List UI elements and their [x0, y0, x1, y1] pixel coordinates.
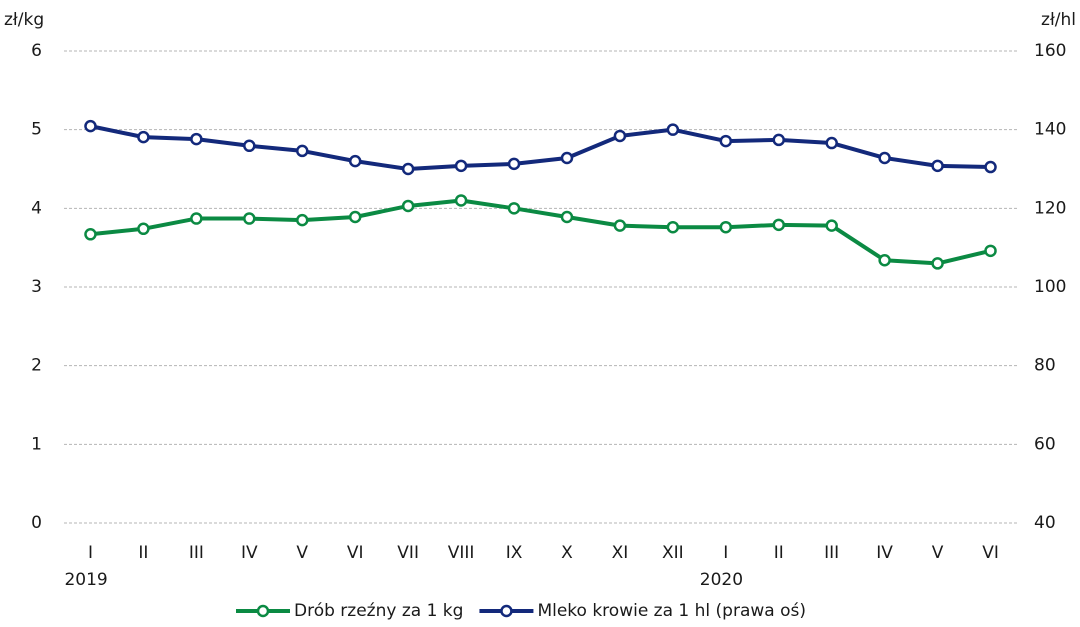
point-marker: [613, 129, 627, 143]
x-tick-label: IV: [876, 543, 893, 563]
y-tick-label: 2: [31, 356, 42, 376]
point-marker: [348, 210, 362, 224]
y2-tick-label: 60: [1034, 434, 1056, 454]
point-marker: [560, 210, 574, 224]
legend: Drób rzeźny za 1 kg Mleko krowie za 1 hl …: [236, 601, 806, 621]
point-marker: [190, 132, 203, 146]
point-marker: [666, 220, 680, 234]
x-tick-label: II: [774, 543, 784, 563]
x-group-label: 2020: [700, 570, 743, 590]
point-marker: [825, 136, 838, 150]
x-tick-label: IV: [241, 543, 258, 563]
point-marker: [613, 219, 627, 232]
point-marker: [560, 151, 574, 165]
y-tick-label: 3: [31, 277, 42, 297]
y-tick-label: 0: [31, 513, 42, 533]
point-marker: [296, 144, 309, 158]
point-marker: [137, 222, 150, 236]
x-tick-label: II: [138, 543, 148, 563]
y2-tick-label: 120: [1034, 198, 1066, 218]
y2-tick-label: 160: [1034, 41, 1066, 61]
point-marker: [84, 228, 97, 241]
point-marker: [666, 123, 680, 136]
point-marker: [719, 220, 733, 234]
y-axis-label: zł/kg: [4, 10, 44, 30]
x-tick-label: X: [561, 543, 573, 563]
point-marker: [507, 202, 521, 215]
x-tick-label: VII: [397, 543, 419, 563]
point-marker: [137, 130, 150, 144]
point-marker: [190, 212, 203, 225]
x-tick-label: VI: [347, 543, 364, 563]
point-marker: [984, 244, 997, 258]
point-marker: [878, 151, 891, 165]
point-marker: [454, 194, 468, 207]
series-line: [90, 124, 991, 171]
x-tick-label: V: [932, 543, 944, 563]
y-tick-label: 4: [31, 198, 42, 218]
x-tick-label: III: [189, 543, 204, 563]
point-marker: [296, 213, 309, 227]
point-marker: [931, 159, 944, 173]
point-marker: [825, 219, 838, 232]
y-tick-label: 1: [31, 434, 42, 454]
point-marker: [984, 160, 997, 174]
x-tick-label: XII: [662, 543, 684, 563]
x-tick-label: IX: [506, 543, 523, 563]
point-marker: [348, 154, 362, 168]
legend-marker: [256, 604, 270, 618]
point-marker: [401, 162, 415, 176]
point-marker: [454, 159, 468, 173]
legend-marker: [500, 604, 513, 618]
point-marker: [772, 218, 785, 232]
x-tick-label: VIII: [448, 543, 475, 563]
y-tick-label: 5: [31, 120, 42, 140]
point-marker: [878, 254, 891, 267]
point-marker: [507, 157, 521, 171]
legend-label: Mleko krowie za 1 hl (prawa oś): [537, 601, 806, 621]
y2-tick-label: 40: [1034, 513, 1056, 533]
x-tick-label: III: [824, 543, 839, 563]
x-tick-label: I: [88, 543, 93, 563]
y2-tick-label: 140: [1034, 120, 1066, 140]
legend-label: Drób rzeźny za 1 kg: [294, 601, 463, 621]
point-marker: [243, 212, 256, 225]
y2-tick-label: 80: [1034, 356, 1056, 376]
x-group-label: 2019: [64, 570, 107, 590]
point-marker: [401, 199, 415, 213]
point-marker: [772, 133, 785, 147]
point-marker: [931, 257, 944, 270]
x-tick-label: VI: [982, 543, 999, 563]
point-marker: [719, 134, 733, 148]
y-tick-label: 6: [31, 41, 42, 61]
y2-tick-label: 100: [1034, 277, 1066, 297]
point-marker: [243, 139, 256, 153]
x-tick-label: I: [723, 543, 728, 563]
series-line: [90, 198, 991, 266]
x-tick-label: V: [296, 543, 308, 563]
y2-axis-label: zł/hl: [1041, 10, 1076, 30]
point-marker: [84, 119, 97, 133]
x-tick-label: XI: [612, 543, 629, 563]
